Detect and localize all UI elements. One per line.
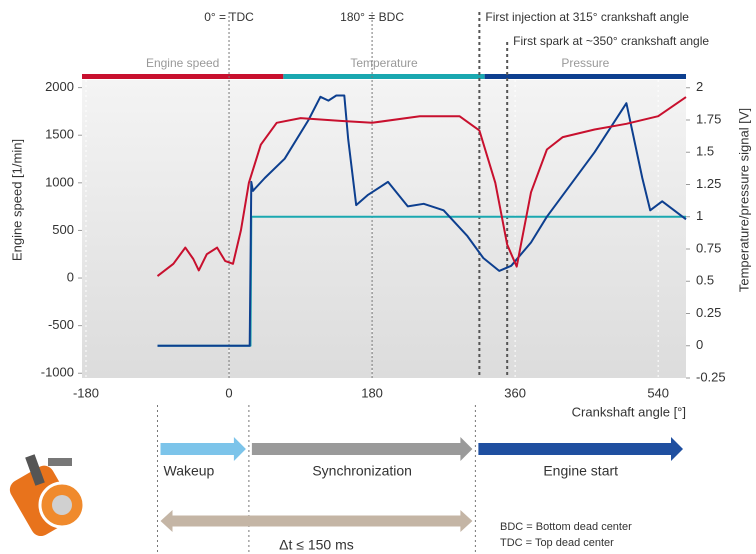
series-line [157,94,687,347]
y2-tick-label: 1 [696,208,703,223]
signal-band [484,74,686,79]
note: BDC = Bottom dead center [500,521,632,533]
y-tick-label: -500 [48,317,74,332]
y-tick-label: -1000 [41,365,74,380]
y-axis-label: Engine speed [1/min] [9,139,24,261]
signal-band [283,74,485,79]
phase-arrow [251,437,473,461]
signal-band [82,74,284,79]
y2-tick-label: 0 [696,337,703,352]
phase-label: Engine start [543,463,618,479]
y-tick-label: 1500 [45,127,74,142]
y2-axis-label: Temperature/pressure signal [V] [736,108,751,292]
x-tick-label: 180 [361,385,383,400]
marker-label: First spark at ~350° crankshaft angle [513,34,709,48]
marker-label: First injection at 315° crankshaft angle [485,10,689,24]
marker-label: 0° = TDC [204,10,254,24]
y2-tick-label: 1.25 [696,176,721,191]
y2-tick-label: -0.25 [696,369,726,384]
signal-band-label: Engine speed [146,56,219,70]
y-tick-label: 2000 [45,79,74,94]
series-line [156,96,687,277]
duration-label: Δt ≤ 150 ms [279,537,354,553]
note: TDC = Top dead center [500,537,614,549]
y2-tick-label: 1.5 [696,144,714,159]
duration-arrow [160,510,473,532]
y2-tick-label: 1.75 [696,111,721,126]
phase-arrow [160,437,246,461]
marker-label: 180° = BDC [340,10,404,24]
phase-label: Wakeup [164,463,215,479]
phase-label: Synchronization [312,463,412,479]
chainsaw-icon [9,454,86,537]
y2-tick-label: 2 [696,79,703,94]
y-tick-label: 500 [52,222,74,237]
y-tick-label: 0 [67,269,74,284]
y2-tick-label: 0.75 [696,240,721,255]
signal-band-label: Pressure [561,56,609,70]
y-tick-label: 1000 [45,174,74,189]
signal-band-label: Temperature [350,56,418,70]
y2-tick-label: 0.5 [696,273,714,288]
plot-area [82,80,686,378]
phase-arrow [478,437,683,461]
x-tick-label: 540 [647,385,669,400]
x-tick-label: -180 [73,385,99,400]
x-tick-label: 360 [504,385,526,400]
y2-tick-label: 0.25 [696,305,721,320]
x-tick-label: 0 [225,385,232,400]
x-axis-label: Crankshaft angle [°] [572,404,686,419]
